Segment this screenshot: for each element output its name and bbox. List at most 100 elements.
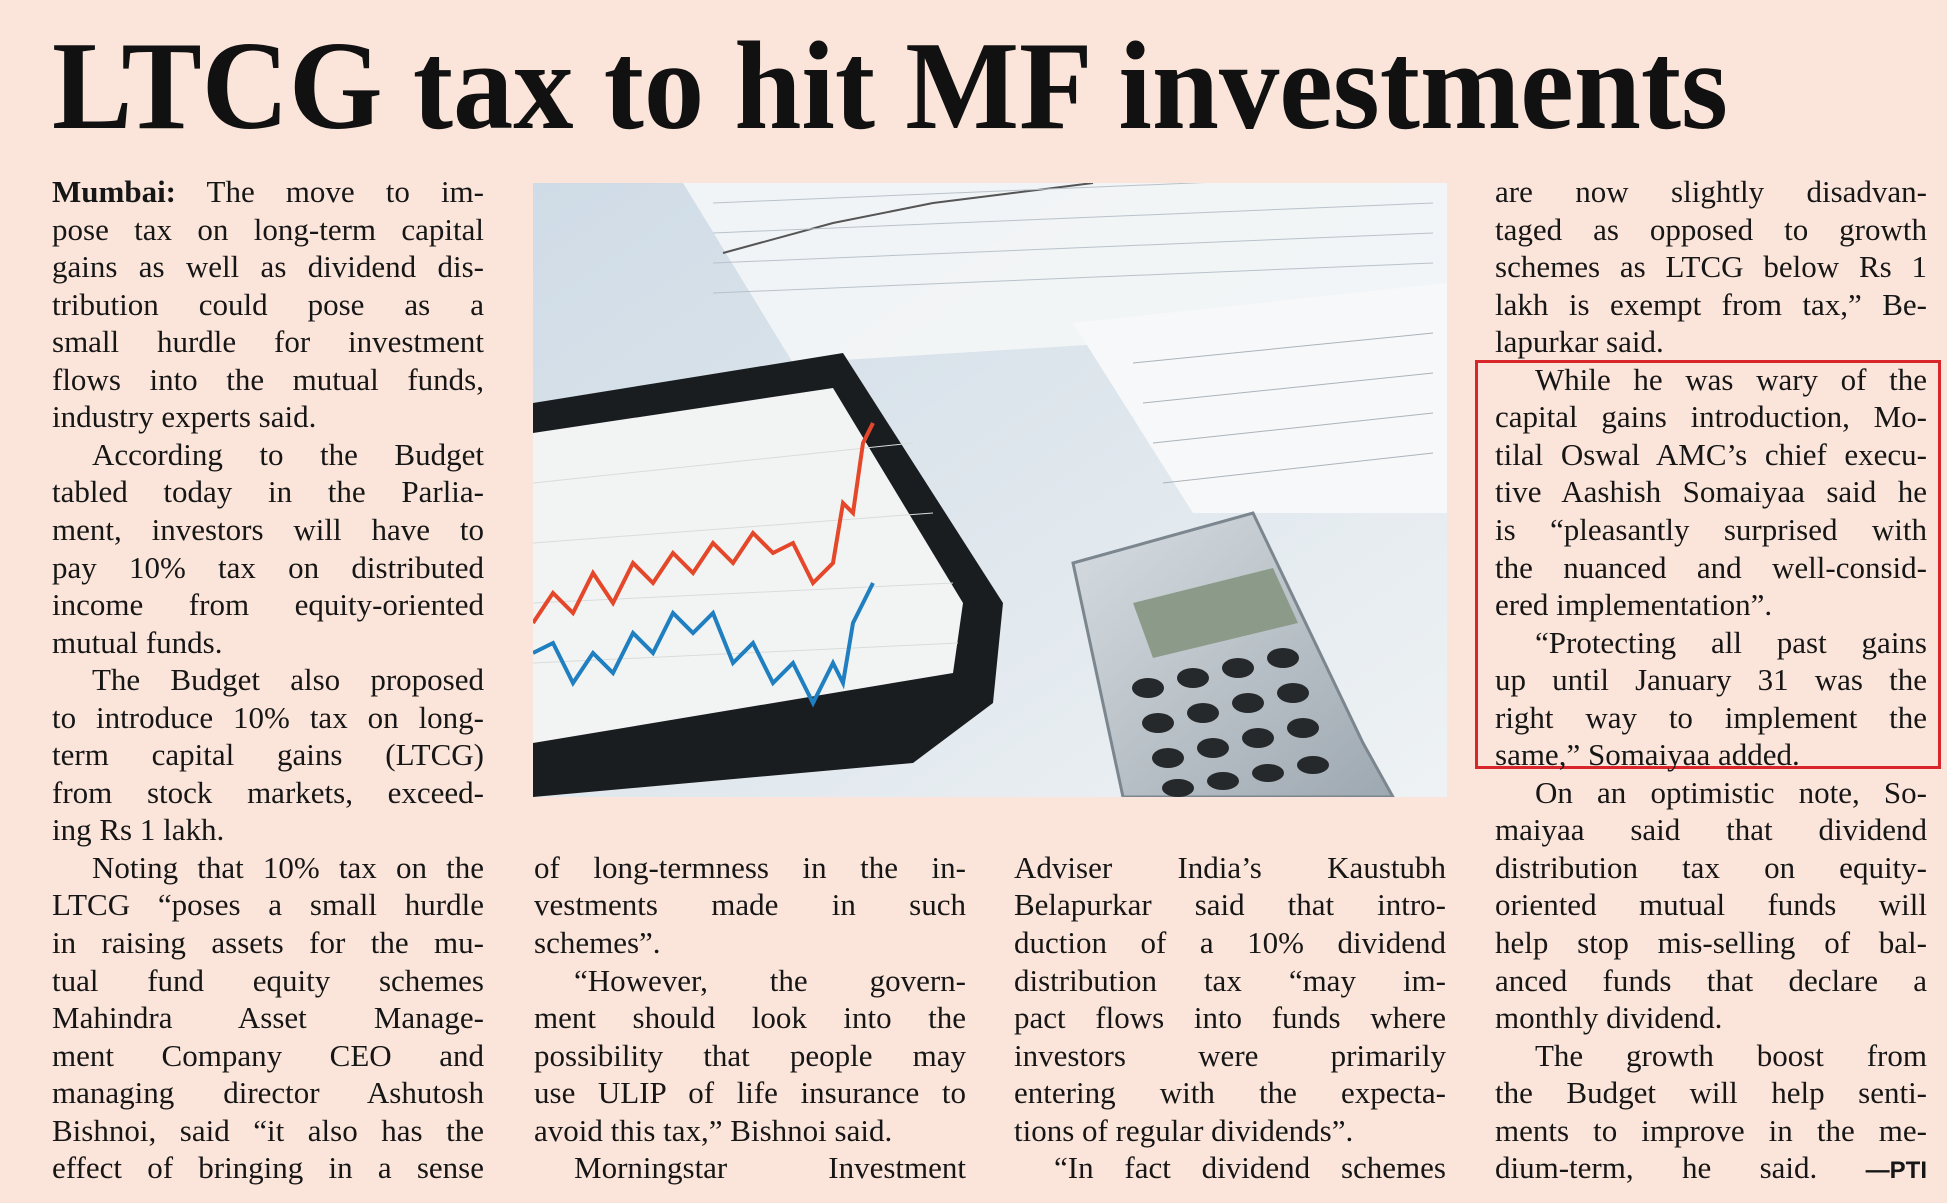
- text: flows into the mutual funds,: [52, 361, 484, 397]
- text: vestments made in such: [534, 887, 966, 923]
- text-line: lapurkar said.: [1495, 323, 1927, 361]
- text: help stop mis-selling of bal-: [1495, 925, 1927, 960]
- text: of long-termness in the in-: [534, 849, 966, 885]
- text-line: maiyaa said that dividend: [1495, 811, 1927, 849]
- text: tilal Oswal AMC’s chief execu-: [1495, 436, 1927, 472]
- text: is “pleasantly surprised with: [1495, 511, 1927, 547]
- text: avoid this tax,” Bishnoi said.: [534, 1112, 893, 1148]
- credit: —PTI: [1865, 1157, 1928, 1185]
- text-line: Belapurkar said that intro-: [1014, 886, 1446, 924]
- text: oriented mutual funds will: [1495, 887, 1927, 923]
- text-line: entering with the expecta-: [1014, 1074, 1446, 1112]
- text: managing director Ashutosh: [52, 1075, 484, 1111]
- text: dium-term, he said.: [1495, 1150, 1818, 1186]
- text-line: industry experts said.: [52, 398, 484, 436]
- text: The move to im-: [206, 174, 484, 209]
- photo: [533, 183, 1447, 797]
- headline-area: LTCG tax to hit MF investments: [52, 17, 1728, 156]
- text: tual fund equity schemes: [52, 962, 484, 998]
- text-line: pay 10% tax on distributed: [52, 549, 484, 587]
- text: duction of a 10% dividend: [1014, 925, 1446, 960]
- text-line: same,” Somaiyaa added.: [1495, 736, 1927, 774]
- text-line: Morningstar Investment: [534, 1149, 966, 1187]
- text-line: Adviser India’s Kaustubh: [1014, 849, 1446, 887]
- text: anced funds that declare a: [1495, 962, 1927, 998]
- text: tribution could pose as a: [52, 286, 484, 322]
- text-line: vestments made in such: [534, 886, 966, 924]
- highlight-box: [1475, 360, 1941, 769]
- text: LTCG “poses a small hurdle: [52, 887, 484, 923]
- text: are now slightly disadvan-: [1495, 174, 1927, 209]
- text-line: is “pleasantly surprised with: [1495, 511, 1927, 549]
- text-line: of long-termness in the in-: [534, 849, 966, 887]
- text-line: pose tax on long-term capital: [52, 211, 484, 249]
- text-line: ment Company CEO and: [52, 1037, 484, 1075]
- text-line: tabled today in the Parlia-: [52, 473, 484, 511]
- text-line: distribution tax “may im-: [1014, 962, 1446, 1000]
- text-line: schemes”.: [534, 924, 966, 962]
- text-line: “Protecting all past gains: [1495, 624, 1927, 662]
- text-line: pact flows into funds where: [1014, 999, 1446, 1037]
- text: tabled today in the Parlia-: [52, 474, 484, 510]
- text: Morningstar Investment: [574, 1150, 966, 1186]
- text: taged as opposed to growth: [1495, 211, 1927, 247]
- text-line: up until January 31 was the: [1495, 661, 1927, 699]
- text: pay 10% tax on distributed: [52, 549, 484, 585]
- text: to introduce 10% tax on long-: [52, 699, 484, 735]
- text-line: ing Rs 1 lakh.: [52, 811, 484, 849]
- text: tive Aashish Somaiyaa said he: [1495, 474, 1927, 510]
- text: Mahindra Asset Manage-: [52, 1000, 484, 1036]
- text-line: Mumbai: The move to im-: [52, 173, 484, 211]
- text-line: duction of a 10% dividend: [1014, 924, 1446, 962]
- text: “In fact dividend schemes: [1054, 1150, 1446, 1186]
- text-line: the nuanced and well-consid-: [1495, 549, 1927, 587]
- text-line: from stock markets, exceed-: [52, 774, 484, 812]
- text: effect of bringing in a sense: [52, 1150, 484, 1186]
- text-line: “However, the govern-: [534, 962, 966, 1000]
- text-line: the Budget will help senti-: [1495, 1074, 1927, 1112]
- text-line: small hurdle for investment: [52, 323, 484, 361]
- text: investors were primarily: [1014, 1037, 1446, 1073]
- text-line: ments to improve in the me-: [1495, 1112, 1927, 1150]
- dateline: Mumbai:: [52, 174, 176, 209]
- text: ments to improve in the me-: [1495, 1112, 1927, 1148]
- text: the nuanced and well-consid-: [1495, 549, 1927, 585]
- text: “Protecting all past gains: [1535, 624, 1927, 660]
- text: distribution tax “may im-: [1014, 962, 1446, 998]
- text: ment Company CEO and: [52, 1037, 484, 1073]
- text: same,” Somaiyaa added.: [1495, 737, 1800, 773]
- text-line: LTCG “poses a small hurdle: [52, 886, 484, 924]
- text-line: right way to implement the: [1495, 699, 1927, 737]
- headline: LTCG tax to hit MF investments: [52, 17, 1728, 156]
- text: ment, investors will have to: [52, 511, 484, 547]
- text-line: mutual funds.: [52, 624, 484, 662]
- text: pose tax on long-term capital: [52, 211, 484, 247]
- text: The growth boost from: [1535, 1037, 1927, 1073]
- text: Adviser India’s Kaustubh: [1014, 849, 1446, 885]
- text-line: gains as well as dividend dis-: [52, 248, 484, 286]
- text: Noting that 10% tax on the: [92, 849, 484, 885]
- text: schemes”.: [534, 925, 661, 960]
- text: use ULIP of life insurance to: [534, 1075, 966, 1111]
- text: right way to implement the: [1495, 699, 1927, 735]
- text: maiyaa said that dividend: [1495, 812, 1927, 848]
- text-line: According to the Budget: [52, 436, 484, 474]
- text: ment should look into the: [534, 1000, 966, 1036]
- text: ered implementation”.: [1495, 587, 1773, 623]
- text: from stock markets, exceed-: [52, 774, 484, 810]
- text: the Budget will help senti-: [1495, 1075, 1927, 1111]
- text-line: income from equity-oriented: [52, 586, 484, 624]
- text: lakh is exempt from tax,” Be-: [1495, 286, 1927, 322]
- text-line: distribution tax on equity-: [1495, 849, 1927, 887]
- text: The Budget also proposed: [92, 662, 484, 698]
- text: income from equity-oriented: [52, 587, 484, 623]
- text-line: tions of regular dividends”.: [1014, 1112, 1446, 1150]
- text-line: While he was wary of the: [1495, 361, 1927, 399]
- text: pact flows into funds where: [1014, 1000, 1446, 1036]
- text: Belapurkar said that intro-: [1014, 887, 1446, 923]
- text-line: tive Aashish Somaiyaa said he: [1495, 473, 1927, 511]
- text-line: The growth boost from: [1495, 1037, 1927, 1075]
- text-line: On an optimistic note, So-: [1495, 774, 1927, 812]
- text-line: ment should look into the: [534, 999, 966, 1037]
- text: Bishnoi, said “it also has the: [52, 1112, 484, 1148]
